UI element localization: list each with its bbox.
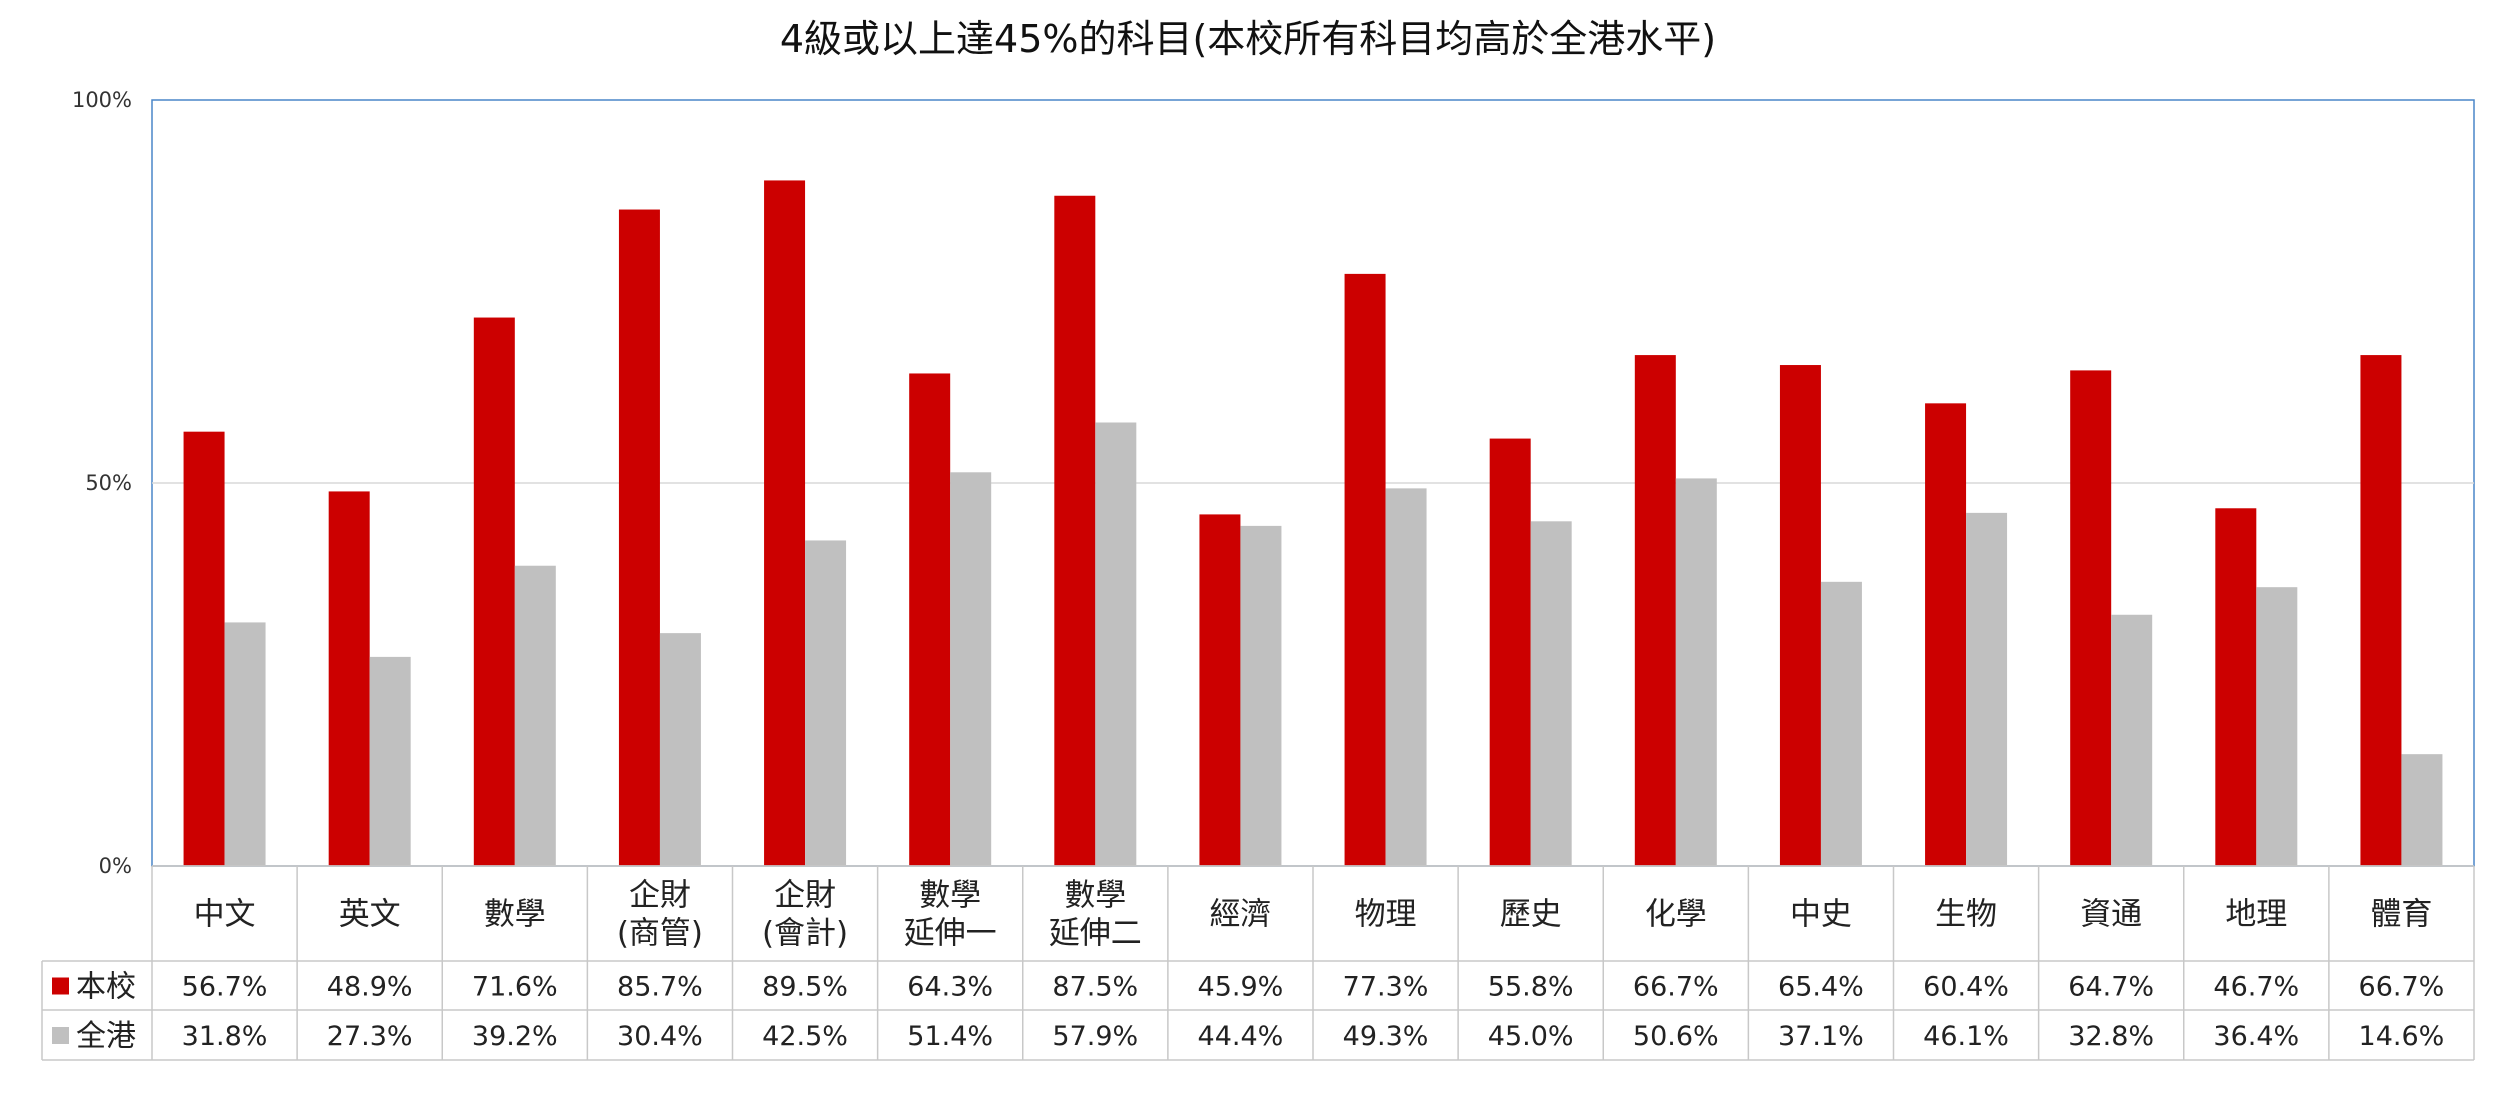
bar-hk <box>659 633 701 866</box>
legend-label: 本校 <box>76 970 136 1005</box>
data-value-label: 32.8% <box>2068 1021 2154 1052</box>
category-label: 數學 <box>1064 878 1126 914</box>
bar-hk <box>2111 614 2153 866</box>
data-value-label: 45.0% <box>1488 1021 1574 1052</box>
data-value-label: 66.7% <box>2359 972 2445 1003</box>
bar-hk <box>1675 478 1717 866</box>
data-value-label: 60.4% <box>1923 972 2009 1003</box>
data-value-label: 89.5% <box>762 972 848 1003</box>
data-value-label: 66.7% <box>1633 972 1719 1003</box>
category-label: 經濟 <box>1209 897 1271 933</box>
category-label: 延伸一 <box>904 916 997 952</box>
bar-school <box>2070 370 2112 866</box>
category-label: 資通 <box>2080 897 2142 933</box>
data-value-label: 31.8% <box>182 1021 268 1052</box>
data-value-label: 50.6% <box>1633 1021 1719 1052</box>
bar-school <box>1054 195 1096 866</box>
data-value-label: 42.5% <box>762 1021 848 1052</box>
data-value-label: 46.7% <box>2213 972 2299 1003</box>
bar-hk <box>950 472 992 866</box>
data-value-label: 45.9% <box>1198 972 1284 1003</box>
category-label: 企財 <box>774 878 836 914</box>
data-value-label: 55.8% <box>1488 972 1574 1003</box>
chart-title: 4級或以上達45%的科目(本校所有科目均高於全港水平) <box>780 17 1716 61</box>
category-label: 中史 <box>1790 897 1852 933</box>
data-value-label: 46.1% <box>1923 1021 2009 1052</box>
bar-school <box>909 373 951 866</box>
bar-school <box>764 180 806 866</box>
data-value-label: 51.4% <box>907 1021 993 1052</box>
data-value-label: 71.6% <box>472 972 558 1003</box>
data-value-label: 44.4% <box>1198 1021 1284 1052</box>
category-label: (會計) <box>762 916 848 952</box>
category-label: 體育 <box>2370 897 2432 933</box>
bar-hk <box>1530 521 1572 866</box>
category-label: 地理 <box>2225 897 2287 933</box>
bar-hk <box>1385 488 1427 866</box>
legend-label: 全港 <box>76 1019 136 1054</box>
bar-hk <box>369 656 411 866</box>
bar-hk <box>1240 525 1282 866</box>
bar-school <box>618 209 660 867</box>
category-label: 中文 <box>194 897 256 933</box>
data-value-label: 56.7% <box>182 972 268 1003</box>
bar-school <box>1199 514 1241 866</box>
legend-key <box>52 977 69 995</box>
y-tick-label: 100% <box>72 88 132 112</box>
data-value-label: 49.3% <box>1343 1021 1429 1052</box>
bar-hk <box>805 540 847 866</box>
category-label: 物理 <box>1355 897 1417 933</box>
bar-school <box>1779 365 1821 866</box>
bar-hk <box>2401 754 2443 866</box>
data-value-label: 39.2% <box>472 1021 558 1052</box>
data-value-label: 57.9% <box>1052 1021 1138 1052</box>
bar-school <box>183 431 225 866</box>
y-tick-label: 0% <box>99 854 132 878</box>
category-label: 企財 <box>629 878 691 914</box>
bar-school <box>2360 355 2402 866</box>
data-value-label: 27.3% <box>327 1021 413 1052</box>
legend-key <box>52 1027 69 1044</box>
bar-hk <box>224 622 266 866</box>
category-label: 英文 <box>339 897 401 933</box>
category-label: 延伸二 <box>1049 916 1142 952</box>
data-value-label: 64.7% <box>2068 972 2154 1003</box>
bar-school <box>1634 355 1676 866</box>
bar-school <box>1489 438 1531 866</box>
data-value-label: 14.6% <box>2359 1021 2445 1052</box>
bar-hk <box>514 565 556 866</box>
data-value-label: 48.9% <box>327 972 413 1003</box>
bar-school <box>328 491 370 866</box>
category-label: 數學 <box>484 897 546 933</box>
bar-hk <box>1095 422 1137 866</box>
data-value-label: 30.4% <box>617 1021 703 1052</box>
data-value-label: 37.1% <box>1778 1021 1864 1052</box>
category-label: 化學 <box>1645 897 1707 933</box>
data-value-label: 77.3% <box>1343 972 1429 1003</box>
category-label: (商管) <box>617 916 703 952</box>
bar-hk <box>1820 581 1862 866</box>
category-label: 生物 <box>1935 897 1997 933</box>
data-value-label: 85.7% <box>617 972 703 1003</box>
data-value-label: 36.4% <box>2213 1021 2299 1052</box>
bar-hk <box>1966 512 2008 866</box>
data-value-label: 87.5% <box>1052 972 1138 1003</box>
y-tick-label: 50% <box>85 471 132 495</box>
category-label: 歷史 <box>1500 897 1562 933</box>
data-value-label: 65.4% <box>1778 972 1864 1003</box>
bar-school <box>1344 273 1386 867</box>
category-label: 數學 <box>919 878 981 914</box>
bar-school <box>473 317 515 866</box>
bar-school <box>1925 403 1967 866</box>
bar-school <box>2215 508 2257 866</box>
data-value-label: 64.3% <box>907 972 993 1003</box>
bar-hk <box>2256 587 2298 866</box>
